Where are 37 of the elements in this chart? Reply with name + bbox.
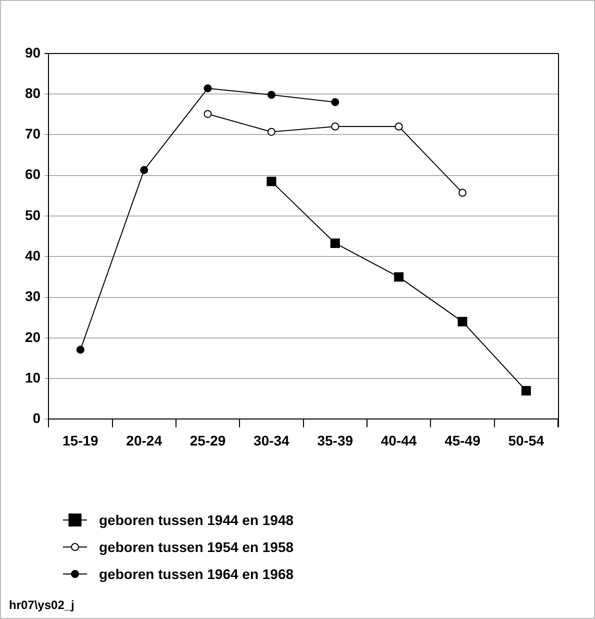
x-tick-label: 40-44 <box>380 432 417 448</box>
point <box>140 166 148 174</box>
y-tick-label: 90 <box>24 44 41 60</box>
y-tick-label: 0 <box>32 410 41 426</box>
x-tick-label: 25-29 <box>190 432 226 448</box>
x-tick-label: 35-39 <box>317 432 354 448</box>
point <box>267 90 276 99</box>
y-tick-label: 10 <box>24 369 41 386</box>
y-tick-label: 60 <box>24 166 41 182</box>
y-tick-label: 80 <box>24 84 41 101</box>
point <box>394 272 404 282</box>
x-tick-label: 45-49 <box>444 432 481 448</box>
point <box>394 122 403 131</box>
y-tick-label: 40 <box>24 247 41 264</box>
point <box>458 316 468 326</box>
x-tick-label: 20-24 <box>126 432 162 448</box>
point <box>267 128 276 136</box>
y-tick-label: 50 <box>24 206 41 223</box>
point <box>266 176 276 186</box>
point <box>458 188 466 197</box>
point <box>204 110 212 118</box>
y-tick-label: 70 <box>24 126 41 142</box>
x-tick-label: 50-54 <box>508 432 544 448</box>
y-tick-label: 30 <box>24 288 41 304</box>
point <box>330 238 340 248</box>
legend-label: geboren tussen 1944 en 1948 <box>99 512 294 528</box>
x-tick-label: 15-19 <box>62 432 99 448</box>
text: hr07\ys02_j <box>9 598 74 612</box>
point <box>204 84 212 92</box>
x-tick-label: 30-34 <box>254 432 290 448</box>
legend-label: geboren tussen 1964 en 1968 <box>99 566 294 582</box>
point <box>521 386 531 396</box>
point <box>331 98 340 106</box>
point <box>331 122 340 131</box>
point <box>76 346 84 354</box>
legend-label: geboren tussen 1954 en 1958 <box>99 538 294 554</box>
y-tick-label: 20 <box>24 328 41 345</box>
